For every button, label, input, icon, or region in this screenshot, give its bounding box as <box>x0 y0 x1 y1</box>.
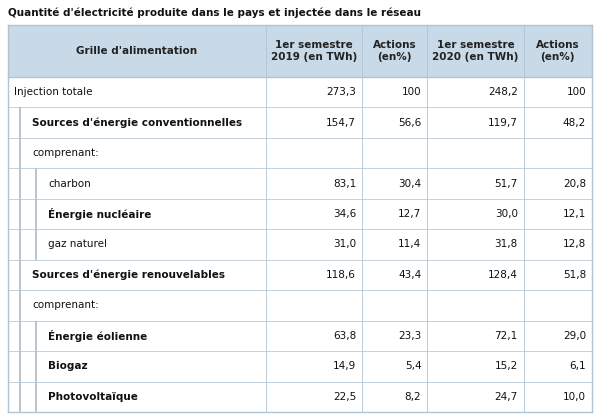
Text: 43,4: 43,4 <box>398 270 421 280</box>
Text: 23,3: 23,3 <box>398 331 421 341</box>
Text: 22,5: 22,5 <box>333 392 356 402</box>
Text: 30,0: 30,0 <box>494 209 518 219</box>
Text: Énergie éolienne: Énergie éolienne <box>48 330 147 342</box>
Text: Injection totale: Injection totale <box>14 87 92 97</box>
Text: 30,4: 30,4 <box>398 178 421 189</box>
Text: gaz naturel: gaz naturel <box>48 239 107 249</box>
Text: 48,2: 48,2 <box>563 118 586 128</box>
Text: Grille d'alimentation: Grille d'alimentation <box>76 46 197 56</box>
Text: comprenant:: comprenant: <box>32 148 99 158</box>
Text: 273,3: 273,3 <box>326 87 356 97</box>
Text: 51,8: 51,8 <box>563 270 586 280</box>
Text: 24,7: 24,7 <box>494 392 518 402</box>
Text: Actions
(en%): Actions (en%) <box>536 40 580 62</box>
Text: charbon: charbon <box>48 178 91 189</box>
Text: 5,4: 5,4 <box>405 361 421 371</box>
Bar <box>8 290 592 320</box>
Text: 100: 100 <box>402 87 421 97</box>
Bar <box>8 138 592 168</box>
Text: 154,7: 154,7 <box>326 118 356 128</box>
Text: 31,8: 31,8 <box>494 239 518 249</box>
Text: 14,9: 14,9 <box>333 361 356 371</box>
Text: 34,6: 34,6 <box>333 209 356 219</box>
Bar <box>8 260 592 290</box>
Text: 83,1: 83,1 <box>333 178 356 189</box>
Bar <box>8 168 592 199</box>
Text: Photovoltaïque: Photovoltaïque <box>48 392 138 402</box>
Text: 56,6: 56,6 <box>398 118 421 128</box>
Text: 51,7: 51,7 <box>494 178 518 189</box>
Text: Sources d'énergie renouvelables: Sources d'énergie renouvelables <box>32 270 225 280</box>
Text: 12,7: 12,7 <box>398 209 421 219</box>
Text: Biogaz: Biogaz <box>48 361 88 371</box>
Text: 248,2: 248,2 <box>488 87 518 97</box>
Text: comprenant:: comprenant: <box>32 300 99 310</box>
Text: 119,7: 119,7 <box>488 118 518 128</box>
Text: 6,1: 6,1 <box>569 361 586 371</box>
Text: 31,0: 31,0 <box>333 239 356 249</box>
Bar <box>8 25 592 77</box>
Bar <box>8 229 592 260</box>
Text: Quantité d'électricité produite dans le pays et injectée dans le réseau: Quantité d'électricité produite dans le … <box>8 8 421 18</box>
Text: 100: 100 <box>566 87 586 97</box>
Text: 118,6: 118,6 <box>326 270 356 280</box>
Bar <box>8 320 592 351</box>
Bar <box>8 77 592 108</box>
Text: Énergie nucléaire: Énergie nucléaire <box>48 208 151 220</box>
Bar <box>8 351 592 381</box>
Text: 11,4: 11,4 <box>398 239 421 249</box>
Text: 12,1: 12,1 <box>563 209 586 219</box>
Text: 29,0: 29,0 <box>563 331 586 341</box>
Text: 1er semestre
2019 (en TWh): 1er semestre 2019 (en TWh) <box>271 40 357 62</box>
Text: 15,2: 15,2 <box>494 361 518 371</box>
Bar <box>8 199 592 229</box>
Text: 72,1: 72,1 <box>494 331 518 341</box>
Text: 1er semestre
2020 (en TWh): 1er semestre 2020 (en TWh) <box>433 40 518 62</box>
Bar <box>8 108 592 138</box>
Text: 20,8: 20,8 <box>563 178 586 189</box>
Text: Sources d'énergie conventionnelles: Sources d'énergie conventionnelles <box>32 118 242 128</box>
Text: 8,2: 8,2 <box>405 392 421 402</box>
Text: 12,8: 12,8 <box>563 239 586 249</box>
Text: 63,8: 63,8 <box>333 331 356 341</box>
Text: Actions
(en%): Actions (en%) <box>373 40 416 62</box>
Text: 128,4: 128,4 <box>488 270 518 280</box>
Bar <box>8 381 592 412</box>
Text: 10,0: 10,0 <box>563 392 586 402</box>
